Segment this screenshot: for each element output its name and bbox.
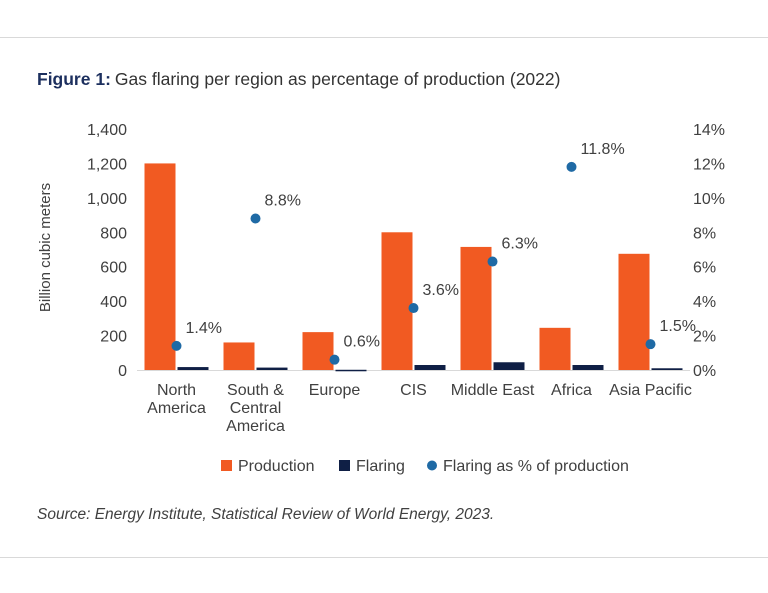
x-category-label: North [157,382,196,399]
y-tick-label: 1,000 [87,191,127,208]
x-category-label: Asia Pacific [609,382,692,399]
legend-production-swatch [221,460,232,471]
flaring-bar [256,367,288,370]
y-tick-label: 400 [100,294,127,311]
flaring-pct-point [566,161,577,172]
x-category-label: Central [230,400,282,417]
flaring-pct-label: 8.8% [265,193,301,210]
flaring-bar [335,369,367,372]
top-divider [0,37,768,38]
production-bar [144,163,176,370]
flaring-pct-point [329,354,340,365]
flaring-bar [177,367,209,370]
x-category-label: America [147,400,206,417]
legend-flaring-label: Flaring [356,458,405,475]
flaring-pct-label: 11.8% [581,141,625,158]
flaring-pct-point [487,256,498,267]
flaring-pct-point [171,340,182,351]
y-tick-label: 600 [100,260,127,277]
y2-tick-label: 12% [693,156,725,173]
figure-title: Figure 1: Gas flaring per region as perce… [37,69,560,90]
x-category-label: Middle East [451,382,535,399]
y2-tick-label: 8% [693,225,716,242]
flaring-pct-point [408,303,419,314]
flaring-pct-label: 0.6% [344,334,380,351]
source-note: Source: Energy Institute, Statistical Re… [37,506,495,523]
flaring-pct-label: 1.4% [186,320,222,337]
x-category-label: South & [227,382,284,399]
production-bar [618,253,650,370]
legend-flaring-swatch [339,460,350,471]
y2-tick-label: 10% [693,191,725,208]
flaring-pct-label: 3.6% [423,282,459,299]
x-category-label: CIS [400,382,427,399]
production-bar [302,332,334,370]
production-bar [460,246,492,370]
y-tick-label: 1,200 [87,156,127,173]
y-tick-label: 1,400 [87,122,127,139]
y2-tick-label: 14% [693,122,725,139]
flaring-bar [493,362,525,370]
y2-tick-label: 2% [693,329,716,346]
y2-tick-label: 4% [693,294,716,311]
flaring-pct-label: 6.3% [502,236,538,253]
flaring-bar [414,365,446,370]
figure-title-text: Gas flaring per region as percentage of … [114,69,561,89]
production-bar [223,342,255,370]
flaring-bar [651,368,683,370]
chart: Billion cubic meters 0 200 400 600 800 1,000 1,… [37,122,725,475]
y-tick-label: 0 [118,363,127,380]
legend-production-label: Production [238,458,315,475]
legend-pct-label: Flaring as % of production [443,458,629,475]
figure-label: Figure 1: [37,69,111,89]
production-bar [539,327,571,370]
flaring-pct-label: 1.5% [660,318,696,335]
x-category-label: Africa [551,382,592,399]
y2-tick-label: 0% [693,363,716,380]
flaring-bar [572,365,604,370]
bottom-divider [0,557,768,558]
y-tick-label: 200 [100,329,127,346]
x-category-label: America [226,418,285,435]
production-bar [381,232,413,370]
y-axis-title: Billion cubic meters [37,183,54,312]
y2-tick-label: 6% [693,260,716,277]
flaring-pct-point [250,213,261,224]
y-tick-label: 800 [100,225,127,242]
x-category-label: Europe [309,382,361,399]
flaring-pct-point [645,339,656,350]
legend-pct-marker [427,460,437,471]
